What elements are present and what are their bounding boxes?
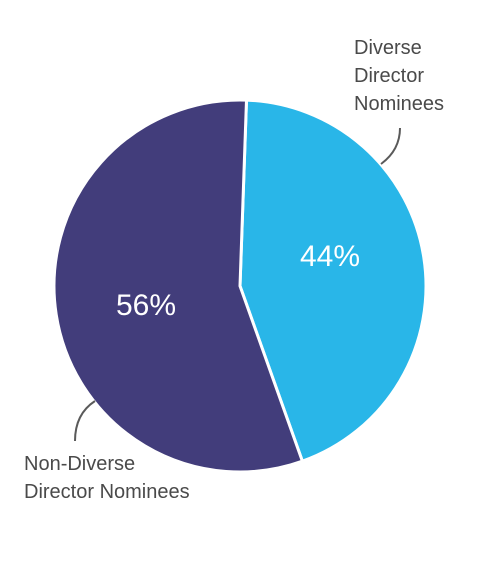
callout-line: Diverse <box>354 37 422 59</box>
callout-line: Director Nominees <box>24 481 190 503</box>
callout-leader-non-diverse <box>74 400 96 442</box>
callout-leader-diverse <box>380 127 401 165</box>
slice-value-label-diverse: 44% <box>300 240 360 273</box>
pie-slice-diverse-director-nominees <box>238 98 428 463</box>
callout-label-diverse: Diverse Director Nominees <box>354 37 444 115</box>
pie-slice-non-diverse-director-nominees <box>52 98 304 474</box>
callout-line: Non-Diverse <box>24 453 135 475</box>
slice-value-label-non-diverse: 56% <box>116 289 176 322</box>
callout-label-non-diverse: Non-Diverse Director Nominees <box>24 453 190 503</box>
pie-slices <box>52 98 428 474</box>
callout-line: Nominees <box>354 93 444 115</box>
callout-line: Director <box>354 65 424 87</box>
